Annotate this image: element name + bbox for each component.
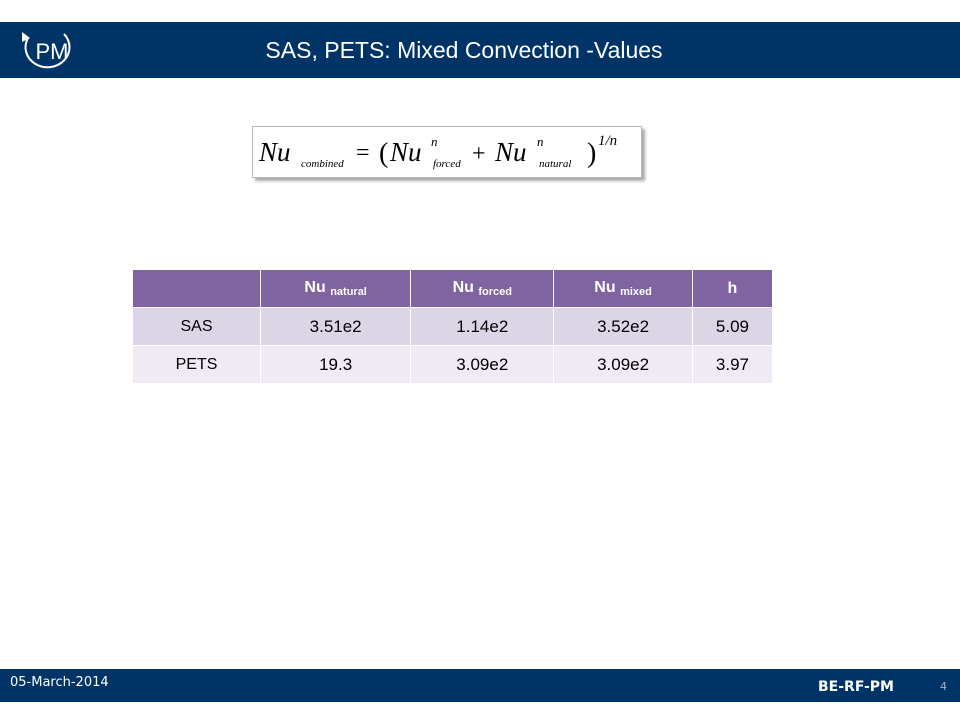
row-label: SAS xyxy=(133,307,260,345)
table-cell: 3.51e2 xyxy=(261,307,411,345)
formula-lhs: Nu xyxy=(258,137,291,167)
pm-logo: PM xyxy=(22,32,71,69)
formula-nu-forced: Nu xyxy=(389,137,422,167)
header-h: h xyxy=(692,270,772,307)
page-number: 4 xyxy=(940,680,947,693)
header-nu-mixed: Nu mixed xyxy=(554,270,692,307)
table-cell: 5.09 xyxy=(692,307,772,345)
formula-plus: + xyxy=(472,141,486,167)
formula-equation: Nu combined = ( Nu n forced + Nu n natur… xyxy=(258,133,617,170)
convection-table: Nu natural Nu forced Nu mixed h SAS 3.51… xyxy=(132,270,773,383)
table-row: SAS 3.51e2 1.14e2 3.52e2 5.09 xyxy=(133,307,772,345)
footer-org: BE-RF-PM xyxy=(818,679,894,695)
table-cell: 3.97 xyxy=(692,345,772,383)
table-cell: 3.09e2 xyxy=(411,345,554,383)
formula-equals: = xyxy=(356,140,370,166)
table-cell: 3.52e2 xyxy=(554,307,692,345)
table-cell: 19.3 xyxy=(261,345,411,383)
formula-open-paren: ( xyxy=(379,138,388,169)
formula-box: Nu combined = ( Nu n forced + Nu n natur… xyxy=(252,126,642,178)
table-header-row: Nu natural Nu forced Nu mixed h xyxy=(133,270,772,307)
footer-bar: 05-March-2014 BE-RF-PM 4 xyxy=(0,669,960,702)
header-nu-natural: Nu natural xyxy=(261,270,411,307)
formula-close-paren: ) xyxy=(587,138,596,169)
formula-sub-natural: natural xyxy=(539,158,571,170)
formula-sub-forced: forced xyxy=(433,158,461,170)
row-label: PETS xyxy=(133,345,260,383)
formula-exp-natural: n xyxy=(537,134,544,149)
header-nu-forced: Nu forced xyxy=(411,270,554,307)
formula-nu-natural: Nu xyxy=(494,137,527,167)
logo-text: PM xyxy=(36,39,69,64)
formula-exp-forced: n xyxy=(431,134,438,149)
slide-title: SAS, PETS: Mixed Convection -Values xyxy=(265,37,663,63)
table-cell: 3.09e2 xyxy=(554,345,692,383)
header-bar: PM SAS, PETS: Mixed Convection -Values xyxy=(0,22,960,78)
table-row: PETS 19.3 3.09e2 3.09e2 3.97 xyxy=(133,345,772,383)
header-cell-blank xyxy=(133,270,260,307)
table-cell: 1.14e2 xyxy=(411,307,554,345)
formula-outer-exp: 1/n xyxy=(598,133,617,149)
formula-lhs-sub: combined xyxy=(301,158,344,170)
footer-date: 05-March-2014 xyxy=(10,675,109,690)
